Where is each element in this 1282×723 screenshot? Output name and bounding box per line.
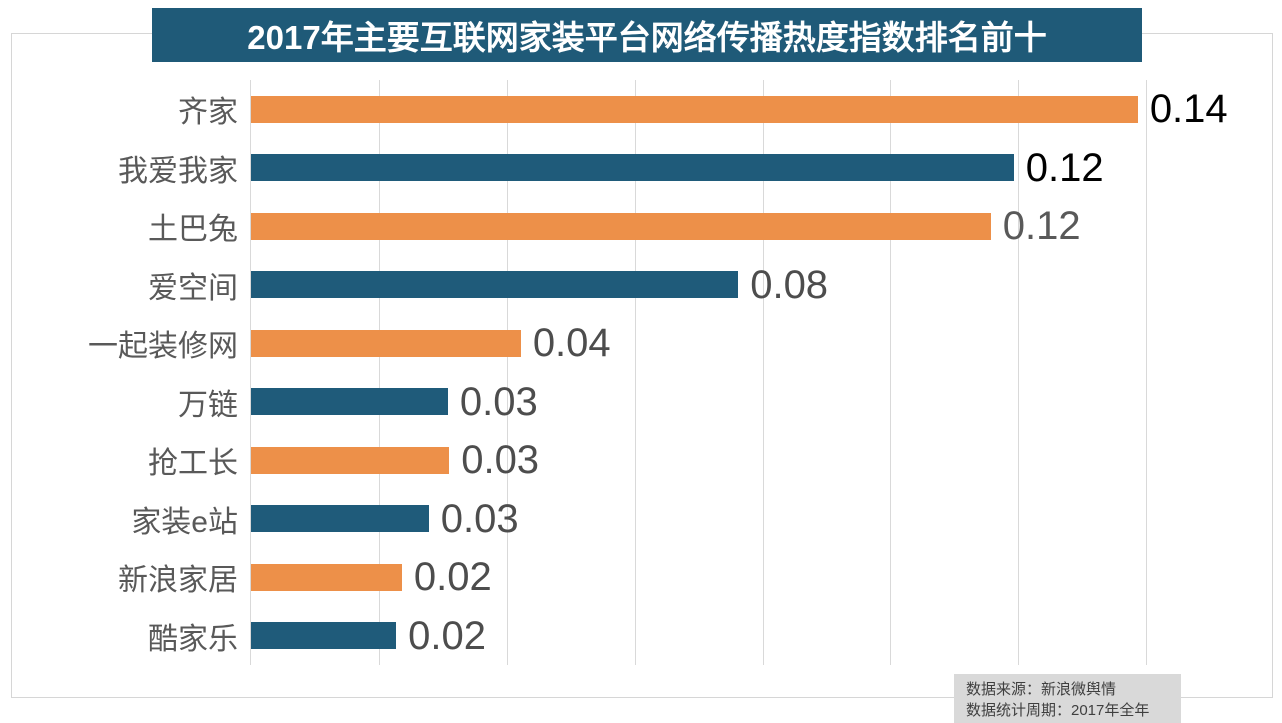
value-label: 0.02 (408, 613, 486, 658)
value-label: 0.08 (750, 262, 829, 307)
bar (251, 388, 448, 416)
chart-title-bar: 2017年主要互联网家装平台网络传播热度指数排名前十 (152, 8, 1142, 62)
bar-row: 0.14 (251, 80, 1274, 139)
bar-row: 0.12 (251, 139, 1274, 198)
category-label: 土巴兔 (148, 213, 238, 247)
category-label: 家装e站 (131, 505, 238, 539)
source-line: 数据来源：新浪微舆情 (966, 681, 1117, 698)
gridline (378, 80, 380, 665)
bar-row: 0.12 (251, 197, 1274, 256)
value-label: 0.03 (461, 438, 540, 483)
bar (251, 563, 402, 591)
gridline (890, 80, 892, 665)
value-label: 0.12 (1002, 204, 1081, 249)
gridline (634, 80, 636, 665)
bar (251, 505, 429, 533)
bar (251, 329, 521, 357)
gridline (506, 80, 508, 665)
value-label: 0.14 (1149, 87, 1228, 132)
category-axis: 齐家我爱我家土巴兔爱空间一起装修网万链抢工长家装e站新浪家居酷家乐 (0, 80, 238, 665)
value-label: 0.02 (413, 555, 492, 600)
bar-row: 0.03 (251, 490, 1274, 549)
bar-row: 0.08 (251, 256, 1274, 315)
category-label: 齐家 (178, 96, 238, 130)
category-label: 万链 (178, 388, 238, 422)
category-label: 我爱我家 (118, 154, 238, 188)
bar (251, 446, 450, 474)
source-note: 数据来源：新浪微舆情 数据统计周期：2017年全年 (954, 674, 1181, 723)
value-label: 0.04 (532, 321, 611, 366)
bar (251, 154, 1014, 182)
bar (251, 95, 1138, 123)
bar-row: 0.03 (251, 373, 1274, 432)
bar-row: 0.03 (251, 431, 1274, 490)
source-period-line: 数据统计周期：2017年全年 (966, 702, 1150, 719)
category-label: 爱空间 (148, 271, 238, 305)
category-label: 抢工长 (148, 447, 238, 481)
bar-row: 0.02 (251, 607, 1274, 666)
value-label: 0.03 (440, 496, 519, 541)
bar (251, 271, 739, 299)
category-label: 酷家乐 (148, 622, 238, 656)
bar (251, 622, 397, 650)
chart-title: 2017年主要互联网家装平台网络传播热度指数排名前十 (247, 19, 1047, 56)
value-label: 0.03 (459, 379, 538, 424)
value-label: 0.12 (1025, 145, 1104, 190)
gridline (1146, 80, 1148, 665)
bar (251, 212, 991, 240)
plot-area: 0.14 0.12 0.12 0.08 0.04 0.03 0.03 0.03 0.02 0.02 (250, 80, 1274, 665)
bar-row: 0.02 (251, 548, 1274, 607)
bar-row: 0.04 (251, 314, 1274, 373)
category-label: 新浪家居 (118, 564, 238, 598)
gridline (762, 80, 764, 665)
category-label: 一起装修网 (88, 330, 238, 364)
gridline (1018, 80, 1020, 665)
